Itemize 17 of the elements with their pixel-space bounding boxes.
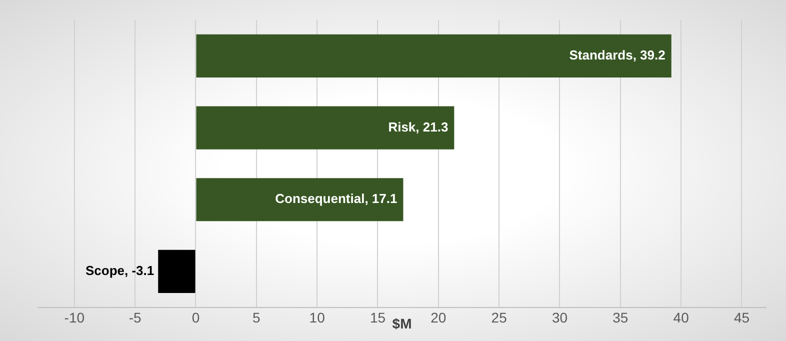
data-label: Consequential, 17.1 <box>275 191 398 206</box>
x-tick-label: -5 <box>128 310 142 326</box>
x-axis-title: $M <box>392 315 412 332</box>
x-tick-label: 15 <box>370 310 386 326</box>
x-tick-label: 35 <box>612 310 628 326</box>
data-label: Standards, 39.2 <box>569 48 666 63</box>
x-tick-label: 20 <box>430 310 446 326</box>
data-label: Risk, 21.3 <box>388 119 448 134</box>
x-tick-label: 40 <box>673 310 690 326</box>
x-tick-label: 45 <box>734 310 750 326</box>
x-tick-label: 0 <box>192 310 200 326</box>
x-tick-label: 25 <box>491 310 508 326</box>
x-tick-label: 30 <box>552 310 568 326</box>
data-label: Scope, -3.1 <box>85 263 154 278</box>
x-tick-label: 10 <box>309 310 326 326</box>
x-tick-label: -10 <box>64 310 85 326</box>
x-tick-label: 5 <box>252 310 260 326</box>
